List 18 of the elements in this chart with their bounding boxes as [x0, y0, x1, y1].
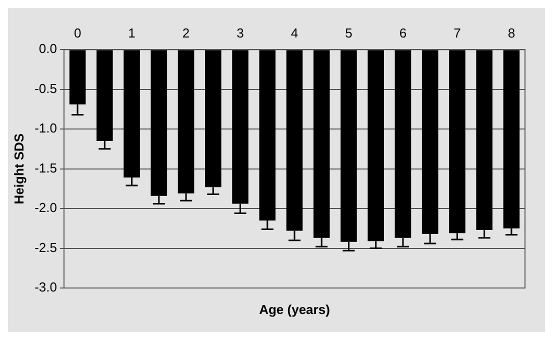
x-tick-label: 7 [454, 25, 461, 40]
y-tick-label: -3.0 [34, 280, 57, 295]
x-tick-label: 1 [128, 25, 136, 40]
x-tick-label: 0 [74, 25, 82, 40]
x-tick-label: 6 [399, 25, 407, 40]
x-axis-title: Age (years) [259, 302, 330, 318]
y-tick-label: -2.0 [34, 200, 57, 216]
x-tick-label: 3 [236, 25, 244, 40]
x-tick-label: 5 [345, 25, 352, 40]
x-tick-label: 4 [290, 25, 298, 40]
x-tick-label: 8 [508, 25, 516, 40]
y-tick-label: -2.5 [34, 240, 57, 255]
y-tick-label: 0.0 [38, 41, 57, 56]
y-tick-label: -1.5 [34, 160, 57, 176]
y-tick-label: -0.5 [34, 80, 57, 96]
y-axis-title: Height SDS [11, 133, 26, 204]
y-tick-label: -1.0 [34, 120, 57, 136]
x-tick-label: 2 [182, 25, 190, 40]
